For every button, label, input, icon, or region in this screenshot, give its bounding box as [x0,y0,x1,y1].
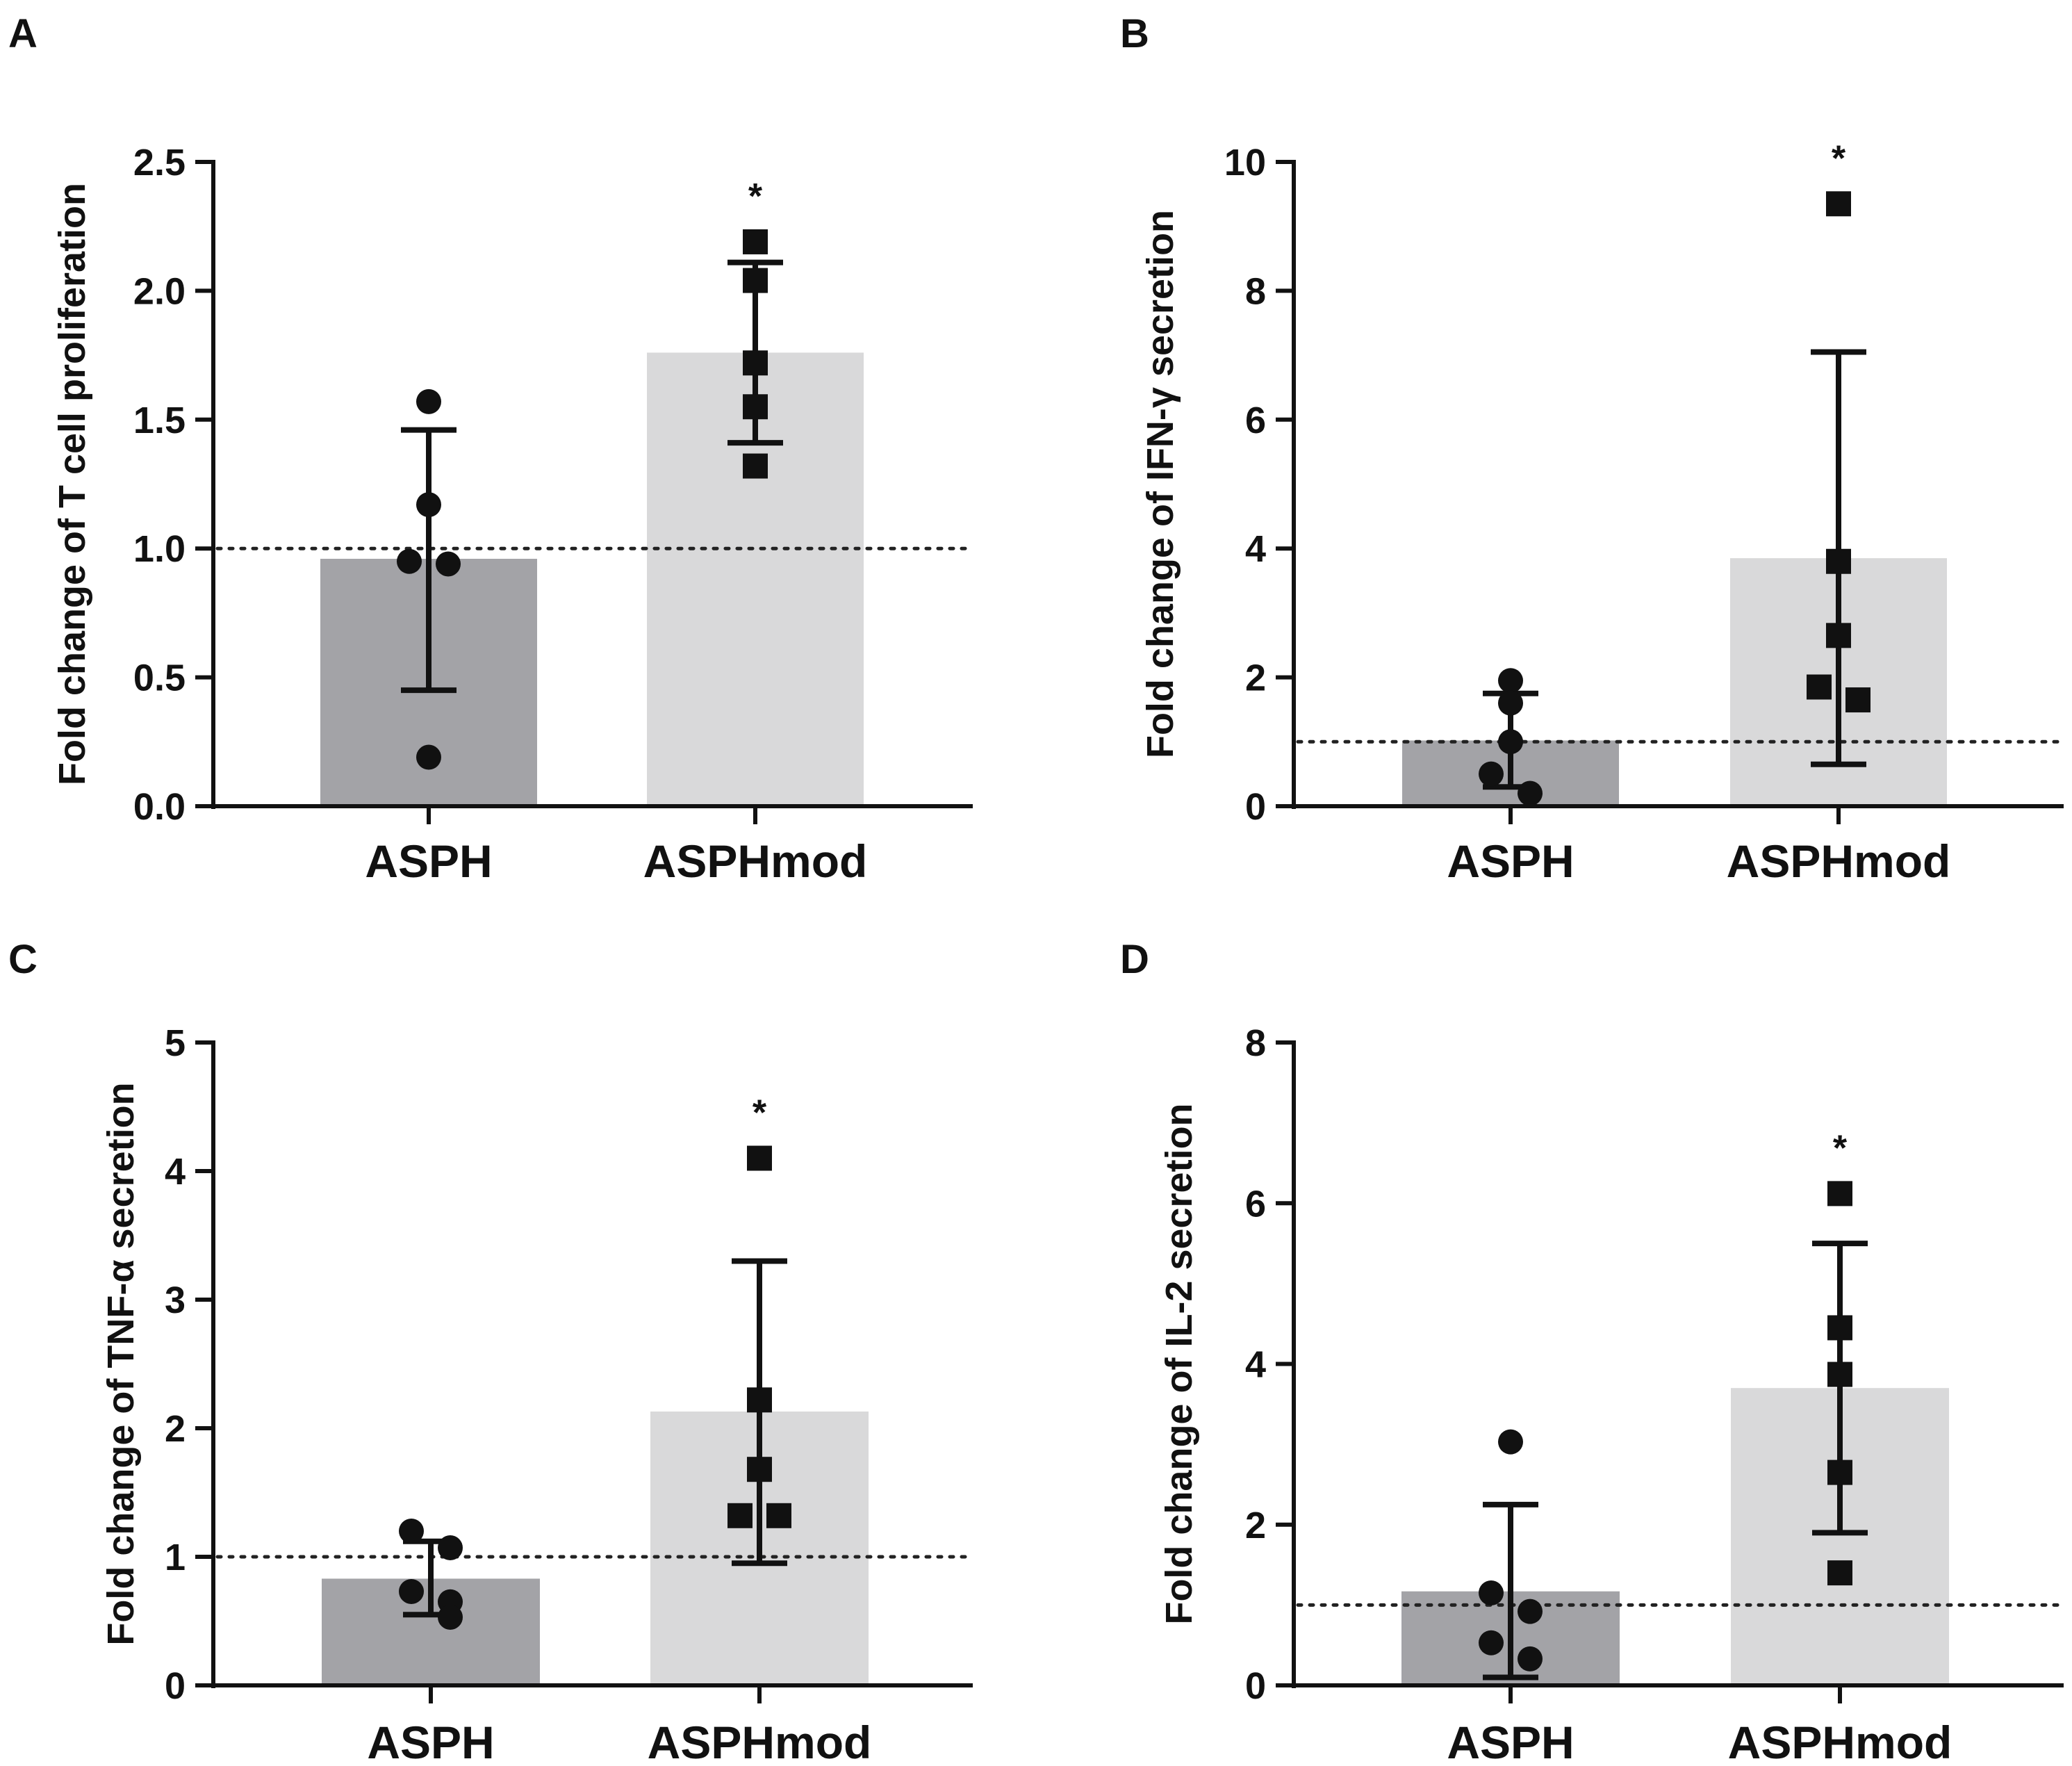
panel-letter: B [1120,11,1149,56]
data-point [397,548,422,574]
y-tick-label: 6 [1245,400,1266,441]
data-point [1498,690,1523,716]
data-point [743,268,768,293]
panel-b: B * 0 2 4 6 8 10 ASPH ASPHmod Fold change of IFN-γ… [1120,11,2066,887]
data-point [436,551,461,577]
y-tick-label: 1 [165,1537,186,1578]
data-point [1827,1181,1852,1207]
y-tick-label: 2 [1245,657,1266,699]
y-tick-label: 5 [165,1022,186,1064]
y-tick-label: 0.5 [133,657,186,699]
data-point [438,1535,463,1561]
x-category-label: ASPH [365,835,492,887]
x-category-label: ASPH [1447,1717,1574,1766]
panel-c: C * 0 1 2 3 4 5 ASPH ASPHmod Fold change of TNF-α … [8,937,975,1766]
y-tick-label: 2 [165,1408,186,1450]
panel-a: A * 0.0 0.5 1.0 1.5 2.0 2.5 ASPH ASPHmod Fold chan… [8,11,975,887]
data-point [1479,1630,1504,1655]
y-tick-label: 2 [1245,1505,1266,1546]
data-point [747,1387,772,1413]
data-point [399,1519,424,1544]
y-tick-label: 1.0 [133,528,186,570]
data-point [416,744,441,770]
significance-star: * [1833,1128,1848,1168]
data-point [743,453,768,479]
data-point [747,1145,772,1171]
data-point [1826,191,1851,217]
data-point [1479,761,1504,787]
y-tick-label: 0 [165,1665,186,1707]
data-point [1827,1460,1852,1485]
y-axis-title: Fold change of IL-2 secretion [1158,1103,1200,1624]
y-tick-label: 10 [1224,142,1266,183]
panel-letter: D [1120,937,1149,982]
y-tick-label: 4 [1245,1344,1266,1386]
data-point [1518,1599,1543,1624]
data-point [727,1503,753,1528]
data-point [399,1578,424,1604]
data-point [1498,668,1523,694]
y-tick-label: 1.5 [133,400,186,441]
data-point [1827,1362,1852,1387]
x-category-label: ASPHmod [643,835,868,887]
panel-letter: A [8,11,38,56]
panel-d: D * 0 2 4 6 8 ASPH ASPHmod Fold change of IL-2 se… [1120,937,2066,1766]
data-point [1479,1580,1504,1606]
y-tick-label: 0 [1245,1665,1266,1707]
x-category-label: ASPHmod [1727,835,1951,887]
data-point [1845,687,1870,713]
data-point [438,1604,463,1630]
data-point [1807,674,1832,700]
significance-star: * [748,177,763,217]
x-category-label: ASPHmod [1728,1717,1952,1766]
x-category-label: ASPH [1447,835,1574,887]
y-tick-label: 2.5 [133,142,186,183]
y-axis-title: Fold change of T cell proliferation [51,183,93,785]
y-tick-label: 4 [1245,528,1266,570]
data-point [1498,729,1523,755]
significance-star: * [753,1093,767,1134]
data-point [1498,1429,1523,1455]
y-tick-label: 8 [1245,270,1266,312]
x-category-label: ASPHmod [648,1717,872,1766]
data-point [1518,780,1543,806]
y-tick-label: 0.0 [133,786,186,828]
data-point [747,1457,772,1482]
panel-letter: C [8,937,38,982]
data-point [743,229,768,254]
data-point [416,492,441,518]
y-tick-label: 2.0 [133,270,186,312]
y-tick-label: 6 [1245,1183,1266,1225]
data-point [1826,623,1851,648]
data-point [1827,1315,1852,1341]
y-tick-label: 4 [165,1151,186,1193]
y-axis-title: Fold change of IFN-γ secretion [1140,210,1181,758]
y-tick-label: 3 [165,1279,186,1321]
data-point [1827,1560,1852,1586]
data-point [766,1503,791,1528]
y-tick-label: 0 [1245,786,1266,828]
significance-star: * [1832,138,1846,179]
data-point [743,394,768,420]
data-point [416,389,441,414]
data-point [743,350,768,376]
x-category-label: ASPH [367,1717,494,1766]
y-tick-label: 8 [1245,1022,1266,1064]
y-axis-title: Fold change of TNF-α secretion [100,1082,142,1645]
data-point [1826,548,1851,574]
data-point [1518,1646,1543,1671]
